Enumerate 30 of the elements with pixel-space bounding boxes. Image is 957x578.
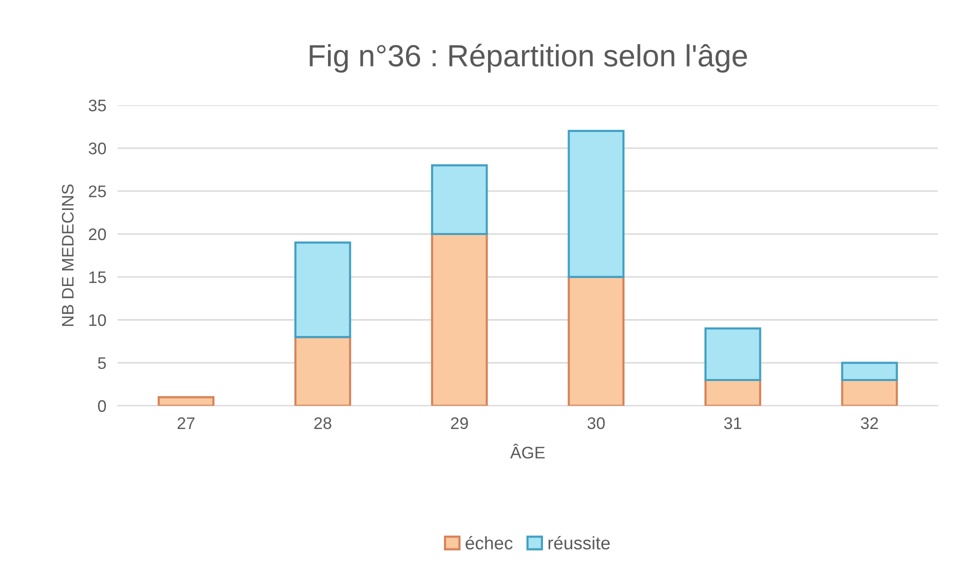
- legend-label: échec: [466, 536, 513, 550]
- y-tick-label: 10: [89, 314, 106, 326]
- chart-title: Fig n°36 : Répartition selon l'âge: [310, 44, 747, 73]
- bar: [294, 242, 352, 338]
- bar: [294, 336, 352, 406]
- bar: [158, 396, 214, 406]
- y-tick-label: 30: [88, 142, 106, 154]
- y-tick-label: 5: [98, 357, 106, 370]
- y-tick-label: 0: [98, 400, 106, 412]
- bar: [431, 164, 488, 236]
- bar: [841, 362, 898, 382]
- y-tick-label: 25: [88, 185, 106, 198]
- x-axis-title: ÂGE: [510, 444, 545, 459]
- x-tick-label: 32: [860, 417, 878, 430]
- y-tick-label: 35: [88, 100, 106, 112]
- x-tick-label: 31: [724, 417, 742, 430]
- bar: [568, 130, 625, 278]
- x-tick-label: 28: [314, 417, 332, 430]
- y-tick-label: 20: [88, 228, 106, 240]
- x-tick-label: 29: [451, 417, 468, 430]
- bar: [431, 232, 488, 406]
- x-tick-label: 30: [588, 417, 605, 430]
- bar: [568, 276, 625, 406]
- bar: [704, 327, 762, 382]
- y-tick-label: 15: [89, 272, 106, 284]
- bar: [841, 378, 898, 406]
- bar: [704, 378, 762, 406]
- y-axis-title: NB DE MEDECINS: [62, 184, 74, 326]
- legend-label: réussite: [548, 536, 610, 550]
- x-tick-label: 27: [178, 417, 194, 429]
